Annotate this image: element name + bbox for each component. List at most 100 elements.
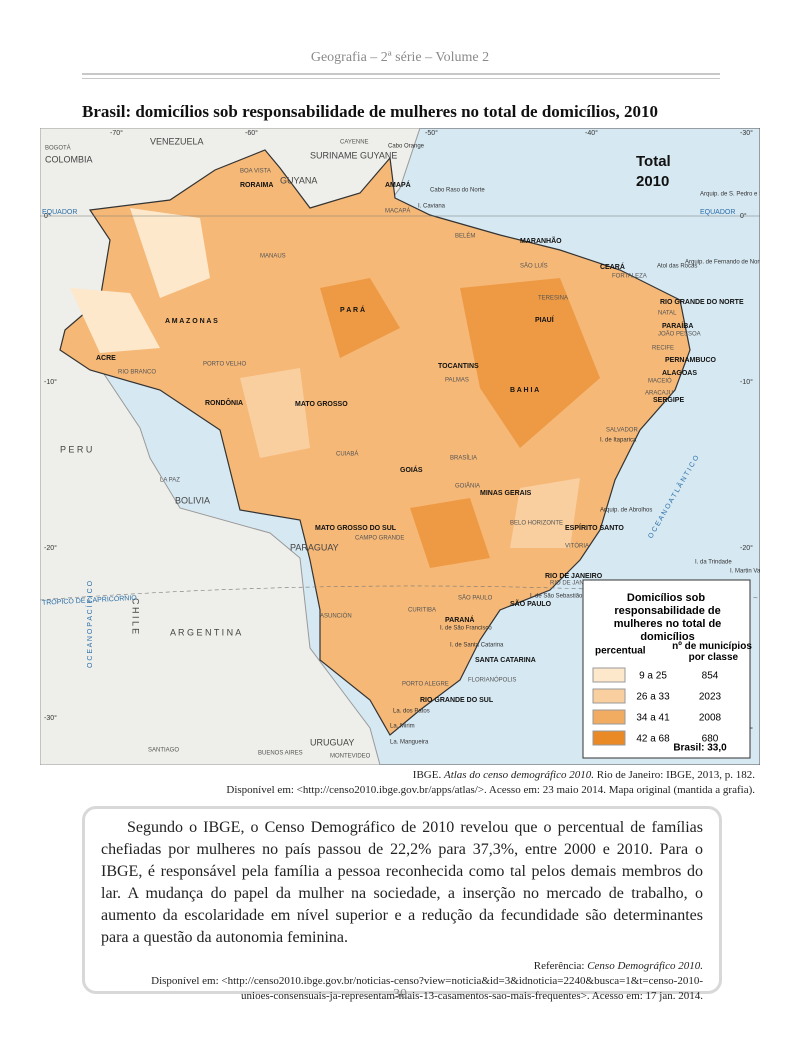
city-label: PORTO ALEGRE bbox=[402, 682, 449, 688]
state-label: SERGIPE bbox=[653, 397, 684, 404]
city-label: MANAUS bbox=[260, 254, 286, 260]
city-label: ASUNCIÓN bbox=[320, 613, 352, 620]
state-label: RIO DE JANEIRO bbox=[545, 573, 603, 580]
city-label: ARACAJU bbox=[645, 391, 673, 397]
state-label: B A H I A bbox=[510, 387, 539, 394]
city-label: LA PAZ bbox=[160, 478, 180, 484]
country-label: A R G E N T I N A bbox=[170, 627, 241, 637]
map-heading: 2010 bbox=[636, 173, 669, 190]
city-label: RECIFE bbox=[652, 346, 674, 352]
ocean-label: O C E A N O P A C Í F I C O bbox=[85, 580, 94, 668]
place-label: Arquip. de S. Pedro e S. Paulo bbox=[700, 192, 760, 198]
country-label: P E R U bbox=[60, 444, 92, 454]
state-label: PIAUÍ bbox=[535, 315, 555, 324]
paragraph: Segundo o IBGE, o Censo Demográfico de 2… bbox=[101, 819, 703, 946]
coordinate-label: -60° bbox=[245, 129, 258, 137]
reference-link: Disponível em: <http://censo2010.ibge.go… bbox=[151, 975, 703, 987]
state-label: PERNAMBUCO bbox=[665, 357, 717, 364]
legend-column: nº de municípios por classe bbox=[672, 641, 752, 663]
legend-total: Brasil: 33,0 bbox=[673, 743, 727, 754]
place-label: Atol das Rocas bbox=[657, 264, 697, 270]
place-label: I. de São Sebastião bbox=[530, 594, 583, 600]
city-label: PORTO VELHO bbox=[203, 362, 246, 368]
city-label: MONTEVIDEO bbox=[330, 754, 371, 760]
state-label: RONDÔNIA bbox=[205, 398, 243, 407]
city-label: RIO BRANCO bbox=[118, 370, 156, 376]
coordinate-label: -10° bbox=[44, 378, 57, 386]
coordinate-label: 0° bbox=[44, 212, 51, 220]
city-label: MACEIÓ bbox=[648, 378, 672, 385]
source-title: Atlas do censo demográfico 2010. bbox=[443, 769, 594, 781]
city-label: SÃO PAULO bbox=[458, 595, 493, 602]
place-label: I. Martin Vaz bbox=[730, 569, 760, 575]
city-label: TERESINA bbox=[538, 296, 568, 302]
state-label: ACRE bbox=[96, 355, 116, 362]
place-label: I. da Trindade bbox=[695, 560, 732, 566]
source-link: Disponível em: <http://censo2010.ibge.go… bbox=[226, 784, 755, 796]
state-label: MATO GROSSO DO SUL bbox=[315, 525, 397, 532]
state-label: PARAÍBA bbox=[662, 321, 693, 330]
city-label: FORTALEZA bbox=[612, 274, 647, 280]
place-label: Cabo Orange bbox=[388, 144, 425, 150]
city-label: CAYENNE bbox=[340, 140, 369, 146]
legend-swatch bbox=[592, 730, 626, 746]
country-label: GUYANA bbox=[280, 175, 317, 185]
city-label: BELO HORIZONTE bbox=[510, 521, 563, 527]
legend-class: 42 a 68 bbox=[636, 734, 670, 745]
place-label: I. Caviana bbox=[418, 204, 446, 210]
place-label: I. de Santa Catarina bbox=[450, 643, 504, 649]
legend-count: 680 bbox=[702, 734, 719, 745]
state-label: ESPÍRITO SANTO bbox=[565, 523, 624, 532]
ocean-label: EQUADOR bbox=[42, 209, 77, 216]
map: Total 2010 -70° -60° -50° -40° -30° 0° -10° -20° -… bbox=[40, 128, 760, 765]
region-low bbox=[70, 208, 210, 353]
coordinate-label: -30° bbox=[740, 129, 753, 137]
place-label: La. Mangueira bbox=[390, 740, 429, 746]
country-label: SURINAME bbox=[310, 150, 358, 160]
city-label: MACAPÁ bbox=[385, 208, 410, 215]
state-label: MATO GROSSO bbox=[295, 401, 348, 408]
rule bbox=[82, 73, 720, 75]
legend-count: 2008 bbox=[699, 713, 722, 724]
city-label: CAMPO GRANDE bbox=[355, 536, 404, 542]
coordinate-label: -50° bbox=[425, 129, 438, 137]
reference-link: unioes-consensuais-ja-representam-mais-1… bbox=[241, 990, 703, 1002]
city-label: BELÉM bbox=[455, 233, 475, 240]
legend-swatch bbox=[592, 667, 626, 683]
region-high bbox=[320, 278, 600, 568]
country-label: COLOMBIA bbox=[45, 154, 93, 164]
city-label: PALMAS bbox=[445, 378, 469, 384]
state-label: RIO GRANDE DO SUL bbox=[420, 697, 494, 704]
place-label: Arquip. de Fernando de Noronha bbox=[685, 260, 760, 266]
rule bbox=[82, 78, 720, 79]
reference: Referência: Censo Demográfico 2010. bbox=[101, 959, 703, 974]
place-label: La. Mirim bbox=[390, 724, 415, 730]
page-number: 30 bbox=[393, 987, 407, 1002]
city-label: FLORIANÓPOLIS bbox=[468, 677, 516, 684]
coordinate-label: -20° bbox=[44, 544, 57, 552]
state-label: RIO GRANDE DO NORTE bbox=[660, 299, 744, 306]
state-label: P A R Á bbox=[340, 305, 365, 314]
city-label: CURITIBA bbox=[408, 608, 436, 614]
state-label: CEARÁ bbox=[600, 262, 625, 271]
city-label: BRASÍLIA bbox=[450, 455, 477, 462]
legend-title: Domicílios sob responsabilidade de mulhe… bbox=[611, 592, 722, 643]
coordinate-label: -10° bbox=[740, 378, 753, 386]
state-label: GOIÁS bbox=[400, 465, 423, 474]
ocean-label: EQUADOR bbox=[700, 209, 735, 216]
city-label: VITÓRIA bbox=[565, 543, 589, 550]
coordinate-label: 0° bbox=[740, 212, 747, 220]
source-text: IBGE. bbox=[412, 769, 444, 781]
place-label: I. de Itaparica bbox=[600, 438, 637, 444]
legend-swatch bbox=[592, 688, 626, 704]
city-label: GOIÂNIA bbox=[455, 483, 480, 490]
state-label: A M A Z O N A S bbox=[165, 318, 218, 325]
state-label: MARANHÃO bbox=[520, 236, 562, 245]
legend-class: 34 a 41 bbox=[636, 713, 670, 724]
legend-swatch bbox=[592, 709, 626, 725]
state-label: MINAS GERAIS bbox=[480, 490, 532, 497]
state-label: SANTA CATARINA bbox=[475, 657, 536, 664]
city-label: RIO DE JANEIRO bbox=[550, 581, 599, 587]
legend: Domicílios sob responsabilidade de mulhe… bbox=[582, 579, 752, 759]
city-label: SALVADOR bbox=[606, 428, 638, 434]
